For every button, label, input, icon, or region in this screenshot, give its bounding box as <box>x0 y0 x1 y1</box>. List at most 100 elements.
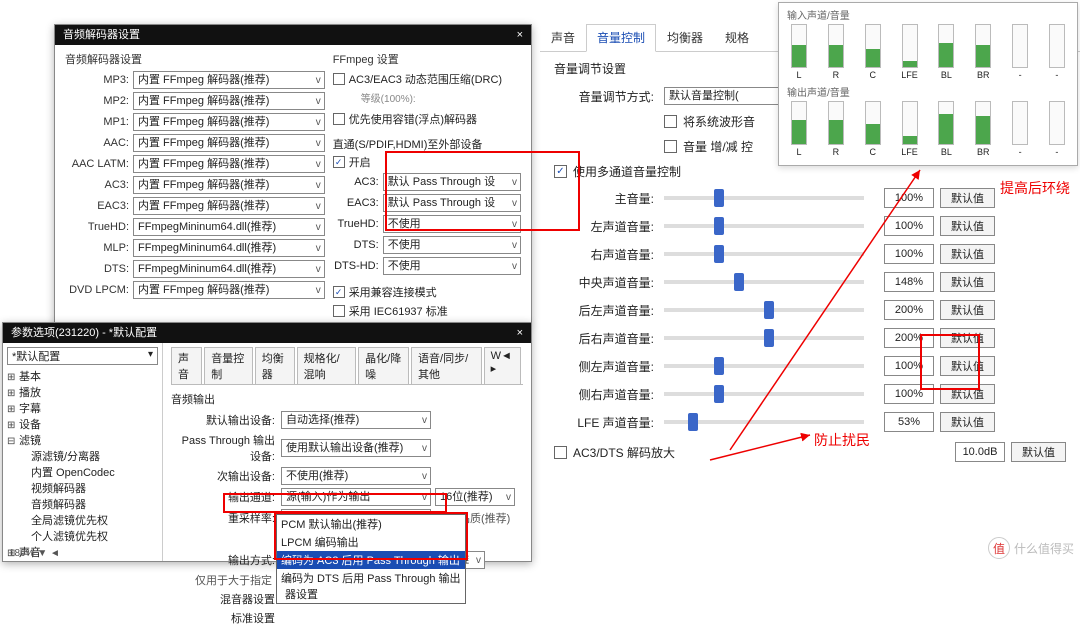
row-select[interactable]: 源(输入)作为输出 <box>281 488 431 506</box>
rpanel-tab[interactable]: 音量控制 <box>586 24 656 52</box>
tree-node[interactable]: 滤镜 <box>7 433 158 449</box>
float-decoder-checkbox[interactable]: 优先使用容错(浮点)解码器 <box>333 111 521 127</box>
channel-label: 左声道音量: <box>554 218 664 235</box>
default-button[interactable]: 默认值 <box>940 300 995 320</box>
decoder-select[interactable]: 内置 FFmpeg 解码器(推荐) <box>133 197 325 215</box>
tree-leaf[interactable]: 视频解码器 <box>7 481 158 497</box>
boost-checkbox[interactable] <box>664 140 677 153</box>
decoder-select[interactable]: 内置 FFmpeg 解码器(推荐) <box>133 281 325 299</box>
dropdown-option[interactable]: 编码为 AC3 后用 Pass Through 输出 <box>277 551 465 569</box>
row-label: 次输出设备: <box>171 468 281 484</box>
tree-leaf[interactable]: 源滤镜/分离器 <box>7 449 158 465</box>
decoder-select[interactable]: 内置 FFmpeg 解码器(推荐) <box>133 71 325 89</box>
dropdown-option[interactable]: PCM 默认输出(推荐) <box>277 515 465 533</box>
channel-pct[interactable]: 100% <box>884 384 934 404</box>
row-extra-select[interactable]: 16位(推荐) <box>435 488 515 506</box>
tree-leaf[interactable]: 全局滤镜优先权 <box>7 513 158 529</box>
default-button[interactable]: 默认值 <box>940 188 995 208</box>
drc-checkbox[interactable]: AC3/EAC3 动态范围压缩(DRC) <box>333 71 521 87</box>
tab[interactable]: 规格化/混响 <box>297 347 357 384</box>
channel-slider[interactable] <box>664 392 864 396</box>
channel-slider[interactable] <box>664 224 864 228</box>
pt-select[interactable]: 默认 Pass Through 设 <box>383 173 521 191</box>
channel-label: 后左声道音量: <box>554 302 664 319</box>
tree-node[interactable]: 播放 <box>7 385 158 401</box>
channel-slider[interactable] <box>664 196 864 200</box>
channel-pct[interactable]: 200% <box>884 300 934 320</box>
tab[interactable]: 声音 <box>171 347 202 384</box>
dlg1-titlebar[interactable]: 音频解码器设置 × <box>55 25 531 45</box>
tab[interactable]: 音量控制 <box>204 347 253 384</box>
rpanel-tab[interactable]: 均衡器 <box>656 24 714 51</box>
channel-pct[interactable]: 200% <box>884 328 934 348</box>
multichannel-checkbox[interactable] <box>554 165 567 178</box>
pt-select[interactable]: 不使用 <box>383 236 521 254</box>
dropdown-option[interactable]: 编码为 DTS 后用 Pass Through 输出 器设置 <box>277 569 465 603</box>
rpanel-tab[interactable]: 声音 <box>540 24 586 51</box>
channel-pct[interactable]: 100% <box>884 216 934 236</box>
iec-checkbox[interactable]: 采用 IEC61937 标准 <box>333 303 521 319</box>
decoder-select[interactable]: FFmpegMininum64.dll(推荐) <box>133 218 325 236</box>
channel-slider[interactable] <box>664 308 864 312</box>
channel-pct[interactable]: 53% <box>884 412 934 432</box>
default-button[interactable]: 默认值 <box>940 412 995 432</box>
tab[interactable]: 均衡器 <box>255 347 295 384</box>
channel-slider[interactable] <box>664 364 864 368</box>
default-button[interactable]: 默认值 <box>940 272 995 292</box>
channel-pct[interactable]: 148% <box>884 272 934 292</box>
default-button[interactable]: 默认值 <box>940 244 995 264</box>
close-icon[interactable]: × <box>517 323 523 343</box>
tree-leaf[interactable]: 音频解码器 <box>7 497 158 513</box>
channel-slider[interactable] <box>664 420 864 424</box>
row-label: 输出通道: <box>171 489 281 505</box>
decoder-select[interactable]: FFmpegMininum64.dll(推荐) <box>133 260 325 278</box>
decoder-select[interactable]: FFmpegMininum64.dll(推荐) <box>133 239 325 257</box>
pt-select[interactable]: 不使用 <box>383 257 521 275</box>
output-mode-dropdown[interactable]: PCM 默认输出(推荐)LPCM 编码输出编码为 AC3 后用 Pass Thr… <box>276 514 466 604</box>
decoder-select[interactable]: 内置 FFmpeg 解码器(推荐) <box>133 92 325 110</box>
tree-node[interactable]: 设备 <box>7 417 158 433</box>
channel-slider[interactable] <box>664 280 864 284</box>
close-icon[interactable]: × <box>517 25 523 45</box>
channel-slider[interactable] <box>664 336 864 340</box>
decoder-select[interactable]: 内置 FFmpeg 解码器(推荐) <box>133 134 325 152</box>
profile-combo[interactable]: *默认配置 <box>7 347 158 365</box>
pt-select[interactable]: 不使用 <box>383 215 521 233</box>
channel-pct[interactable]: 100% <box>884 244 934 264</box>
channel-pct[interactable]: 100% <box>884 356 934 376</box>
meters-out-title: 输出声道/音量 <box>787 84 1069 99</box>
pt-select[interactable]: 默认 Pass Through 设 <box>383 194 521 212</box>
tab[interactable]: 晶化/降噪 <box>358 347 409 384</box>
default-button[interactable]: 默认值 <box>940 384 995 404</box>
enable-checkbox[interactable]: 开启 <box>333 154 521 170</box>
decoder-select[interactable]: 内置 FFmpeg 解码器(推荐) <box>133 176 325 194</box>
tree-node[interactable]: 基本 <box>7 369 158 385</box>
tab[interactable]: W◄ ▸ <box>484 347 521 384</box>
channel-slider[interactable] <box>664 252 864 256</box>
tree-node[interactable]: 字幕 <box>7 401 158 417</box>
row-select[interactable]: 使用默认输出设备(推荐) <box>281 439 431 457</box>
row-select[interactable]: 自动选择(推荐) <box>281 411 431 429</box>
default-button[interactable]: 默认值 <box>940 328 995 348</box>
compat-mode-checkbox[interactable]: 采用兼容连接模式 <box>333 284 521 300</box>
default-button[interactable]: 默认值 <box>940 356 995 376</box>
decoder-select[interactable]: 内置 FFmpeg 解码器(推荐) <box>133 113 325 131</box>
dlg2-tabs: 声音音量控制均衡器规格化/混响晶化/降噪语音/同步/其他W◄ ▸ <box>171 347 523 385</box>
note-label: 仅用于大于指定 <box>171 572 281 588</box>
decoder-select[interactable]: 内置 FFmpeg 解码器(推荐) <box>133 155 325 173</box>
decode-amp-checkbox[interactable] <box>554 446 567 459</box>
nav-tree[interactable]: 基本播放字幕设备滤镜源滤镜/分离器内置 OpenCodec视频解码器音频解码器全… <box>7 369 158 561</box>
tree-leaf[interactable]: 个人滤镜优先权 <box>7 529 158 545</box>
watermark-logo-icon: 值 <box>988 537 1010 559</box>
tree-leaf[interactable]: 内置 OpenCodec <box>7 465 158 481</box>
decode-amp-value[interactable]: 10.0dB <box>955 442 1005 462</box>
channel-pct[interactable]: 100% <box>884 188 934 208</box>
tab[interactable]: 语音/同步/其他 <box>411 347 482 384</box>
default-button[interactable]: 默认值 <box>1011 442 1066 462</box>
default-button[interactable]: 默认值 <box>940 216 995 236</box>
rpanel-tab[interactable]: 规格 <box>714 24 760 51</box>
wave-checkbox[interactable] <box>664 115 677 128</box>
dropdown-option[interactable]: LPCM 编码输出 <box>277 533 465 551</box>
row-select[interactable]: 不使用(推荐) <box>281 467 431 485</box>
dlg2-titlebar[interactable]: 参数选项(231220) - *默认配置 × <box>3 323 531 343</box>
